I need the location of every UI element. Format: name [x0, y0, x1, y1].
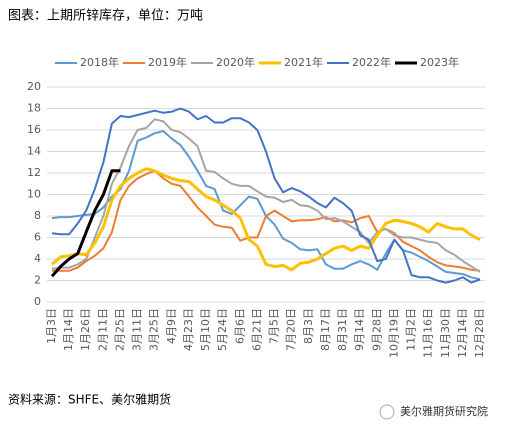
y-tick-label: 16: [27, 123, 41, 136]
legend-label: 2020年: [216, 55, 255, 69]
x-tick-label: 1月26日: [79, 308, 92, 351]
y-tick-label: 14: [27, 145, 41, 158]
x-tick-label: 1月14日: [62, 308, 75, 351]
x-tick-label: 8月17日: [319, 308, 332, 351]
x-tick-label: 2月25日: [113, 308, 126, 351]
series-line: [51, 118, 481, 273]
x-tick-label: 5月10日: [199, 308, 212, 351]
legend-label: 2019年: [148, 55, 187, 69]
x-tick-label: 6月21日: [250, 308, 263, 351]
legend-label: 2022年: [352, 55, 391, 69]
y-tick-label: 18: [27, 102, 41, 115]
x-tick-label: 12月14日: [456, 308, 469, 358]
series-line: [52, 169, 481, 272]
y-tick-label: 8: [34, 209, 41, 222]
x-tick-label: 9月14日: [353, 308, 366, 351]
y-tick-label: 12: [27, 166, 41, 179]
x-tick-label: 1月3日: [45, 308, 58, 344]
x-tick-label: 11月16日: [422, 308, 435, 358]
x-tick-label: 12月28日: [473, 308, 486, 358]
y-tick-label: 0: [34, 295, 41, 308]
x-tick-label: 7月5日: [268, 308, 281, 344]
x-tick-label: 11月30日: [439, 308, 452, 358]
y-tick-label: 10: [27, 188, 41, 201]
series-line: [51, 107, 481, 284]
legend-label: 2023年: [420, 55, 459, 69]
x-tick-label: 10月19日: [387, 308, 400, 358]
chart-title: 图表：上期所锌库存，单位：万吨: [8, 8, 203, 24]
x-tick-label: 7月20日: [285, 308, 298, 351]
x-tick-label: 6月6日: [233, 308, 246, 344]
x-tick-label: 8月31日: [336, 308, 349, 351]
x-tick-label: 8月3日: [302, 308, 315, 344]
x-tick-label: 3月25日: [148, 308, 161, 351]
watermark: 美尔雅期货研究院: [400, 404, 488, 418]
x-tick-label: 3月11日: [131, 308, 144, 351]
y-tick-label: 6: [34, 231, 41, 244]
series-line: [51, 167, 481, 272]
legend-label: 2018年: [80, 55, 119, 69]
y-tick-label: 4: [34, 252, 41, 265]
watermark-icon: [379, 404, 395, 420]
x-tick-label: 4月9日: [165, 308, 178, 344]
y-tick-label: 20: [27, 80, 41, 93]
series-line: [50, 169, 121, 278]
x-tick-label: 9月28日: [370, 308, 383, 351]
x-tick-label: 4月23日: [182, 308, 195, 351]
x-tick-label: 11月2日: [405, 308, 418, 351]
y-tick-label: 2: [34, 274, 41, 287]
legend-label: 2021年: [284, 55, 323, 69]
x-tick-label: 2月11日: [96, 308, 109, 351]
source: 资料来源：SHFE、美尔雅期货: [8, 392, 171, 407]
x-tick-label: 5月24日: [216, 308, 229, 351]
